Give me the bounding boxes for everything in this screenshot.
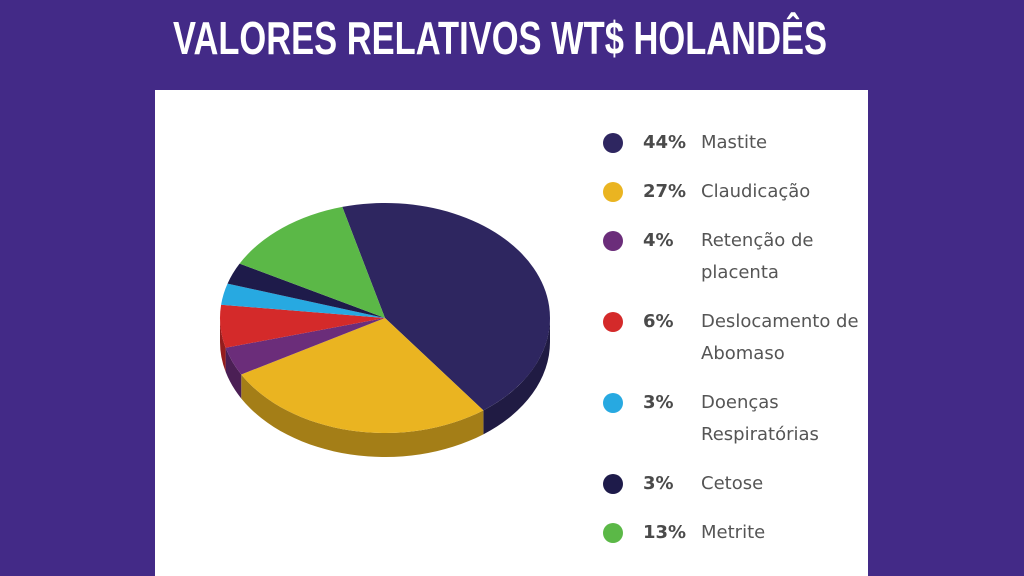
pie-slice-side bbox=[225, 347, 242, 399]
chart-title: VALORES RELATIVOS WT$ HOLANDÊS bbox=[173, 12, 827, 64]
legend-label: Claudicação bbox=[701, 181, 811, 202]
legend-swatch bbox=[603, 182, 623, 202]
legend-item: 44% Mastite bbox=[603, 127, 866, 159]
legend-swatch bbox=[603, 312, 623, 332]
pie-slice-side bbox=[483, 318, 550, 435]
legend-swatch bbox=[603, 474, 623, 494]
legend: 44% Mastite 27% Claudicação 4% Retenção de pl… bbox=[603, 127, 866, 549]
pie-slice bbox=[221, 283, 385, 318]
pie-slice bbox=[227, 263, 385, 318]
legend-label: Deslocamento de Abomaso bbox=[701, 311, 859, 364]
legend-swatch bbox=[603, 523, 623, 543]
legend-label: Mastite bbox=[701, 132, 768, 153]
legend-value: 44% bbox=[643, 132, 687, 153]
pie-slice bbox=[225, 318, 385, 375]
legend-label: Metrite bbox=[701, 522, 766, 543]
legend-item: 13% Metrite bbox=[603, 517, 866, 549]
legend-item: 6% Deslocamento de Abomaso bbox=[603, 306, 866, 370]
legend-value: 3% bbox=[643, 392, 674, 413]
legend-swatch bbox=[603, 393, 623, 413]
legend-item: 4% Retenção de placenta bbox=[603, 225, 866, 289]
legend-item: 27% Claudicação bbox=[603, 176, 866, 208]
legend-label: Doenças Respiratórias bbox=[701, 392, 819, 445]
pie-slice bbox=[239, 206, 385, 318]
pie-slice bbox=[241, 318, 484, 434]
legend-value: 3% bbox=[643, 473, 674, 494]
pie-slice bbox=[342, 203, 550, 411]
legend-swatch bbox=[603, 133, 623, 153]
legend-value: 13% bbox=[643, 522, 687, 543]
pie-slice bbox=[219, 304, 385, 348]
legend-label: Retenção de placenta bbox=[701, 230, 814, 283]
legend-value: 27% bbox=[643, 181, 687, 202]
legend-item: 3% Cetose bbox=[603, 468, 866, 500]
legend-label: Cetose bbox=[701, 473, 764, 494]
legend-value: 4% bbox=[643, 230, 674, 251]
pie-slice-side bbox=[241, 374, 484, 457]
pie-slice-side bbox=[220, 318, 226, 372]
legend-value: 6% bbox=[643, 311, 674, 332]
legend-item: 3% Doenças Respiratórias bbox=[603, 387, 866, 451]
legend-swatch bbox=[603, 231, 623, 251]
